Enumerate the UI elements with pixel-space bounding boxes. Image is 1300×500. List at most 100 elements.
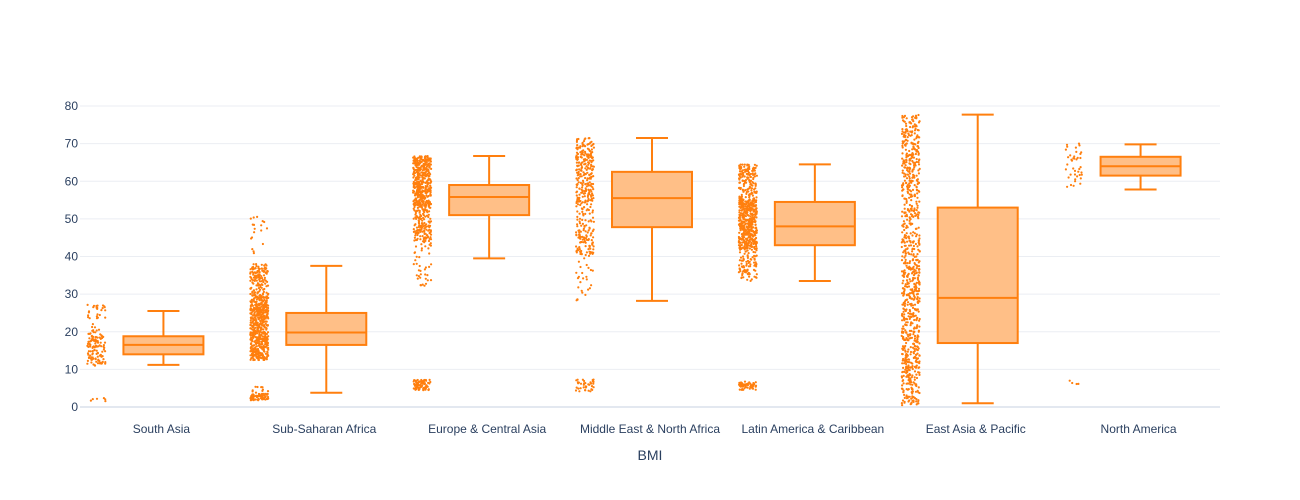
data-point [579, 252, 582, 256]
data-point [740, 388, 743, 391]
data-point [903, 241, 906, 244]
data-point [267, 306, 270, 310]
data-point [591, 211, 594, 214]
data-point [914, 283, 917, 286]
data-point [746, 164, 749, 167]
data-point [911, 362, 914, 365]
data-point [412, 380, 415, 383]
data-point [415, 165, 418, 169]
data-point [584, 245, 587, 248]
data-point [102, 344, 105, 347]
data-point [587, 182, 590, 185]
box-east-asia-pacific[interactable] [936, 113, 1019, 405]
data-point [414, 245, 418, 248]
data-point [265, 343, 268, 346]
data-point [590, 385, 594, 388]
data-point [252, 267, 255, 271]
data-point [581, 210, 584, 213]
box-latin-america-caribbean[interactable] [773, 163, 856, 282]
data-point [904, 250, 907, 253]
data-point [577, 181, 580, 184]
data-point [917, 161, 920, 164]
data-point [258, 267, 261, 271]
box-europe-central-asia[interactable] [448, 155, 531, 260]
data-point [591, 216, 595, 219]
box-north-america[interactable] [1099, 143, 1182, 191]
data-point [754, 201, 757, 204]
data-point [912, 312, 915, 315]
data-point [92, 338, 95, 341]
data-point [254, 321, 257, 324]
data-point [900, 245, 903, 249]
data-point [743, 242, 747, 245]
data-point [412, 176, 415, 179]
data-point [911, 383, 914, 386]
data-point [260, 305, 263, 308]
data-point [901, 384, 904, 387]
data-point [745, 181, 748, 184]
data-point [580, 156, 583, 159]
box-iqr [448, 184, 531, 217]
data-point [910, 134, 913, 137]
data-point [429, 217, 432, 220]
data-point [901, 171, 904, 174]
data-point [907, 378, 911, 381]
data-point [430, 167, 433, 170]
data-point [258, 299, 261, 302]
data-point [579, 203, 582, 207]
data-point [575, 161, 579, 164]
data-point [912, 278, 915, 281]
data-point [581, 161, 584, 164]
data-point [425, 185, 428, 188]
data-point [917, 265, 921, 268]
data-point [910, 207, 913, 210]
data-point [267, 348, 270, 351]
data-point [910, 376, 913, 379]
data-point [251, 356, 254, 359]
data-point [913, 318, 916, 322]
box-south-asia[interactable] [122, 310, 205, 366]
data-point [908, 170, 911, 173]
data-point [913, 123, 916, 126]
data-point [1074, 178, 1077, 181]
data-point [96, 307, 99, 310]
data-point [740, 195, 744, 198]
data-point [416, 176, 419, 179]
box-sub-saharan-africa[interactable] [285, 264, 368, 394]
data-point [754, 166, 757, 169]
data-point [418, 388, 421, 391]
data-point [413, 251, 416, 254]
data-point [426, 155, 429, 158]
data-point [416, 209, 419, 212]
data-point [911, 304, 915, 307]
data-point [264, 309, 267, 312]
data-point [904, 338, 907, 342]
data-point [750, 189, 753, 192]
data-point [915, 267, 918, 270]
data-point [906, 275, 909, 278]
data-point [590, 195, 593, 198]
data-point [750, 201, 754, 204]
data-point [1065, 143, 1069, 146]
data-point [265, 397, 268, 400]
data-point [417, 175, 420, 178]
data-point [911, 159, 914, 163]
data-point [421, 196, 424, 199]
data-point [249, 358, 252, 361]
data-point [580, 240, 583, 244]
data-point [911, 170, 914, 173]
data-point [102, 358, 105, 361]
data-point [424, 282, 428, 285]
box-middle-east-north-africa[interactable] [611, 136, 693, 302]
data-point [253, 292, 256, 295]
data-point [418, 264, 421, 268]
data-point [747, 214, 750, 217]
data-point [911, 234, 914, 237]
data-point [412, 200, 415, 203]
data-point [749, 258, 752, 261]
data-point [744, 250, 747, 253]
data-point [260, 343, 263, 346]
data-point [902, 188, 905, 191]
data-point [902, 301, 905, 304]
data-point [913, 255, 916, 258]
